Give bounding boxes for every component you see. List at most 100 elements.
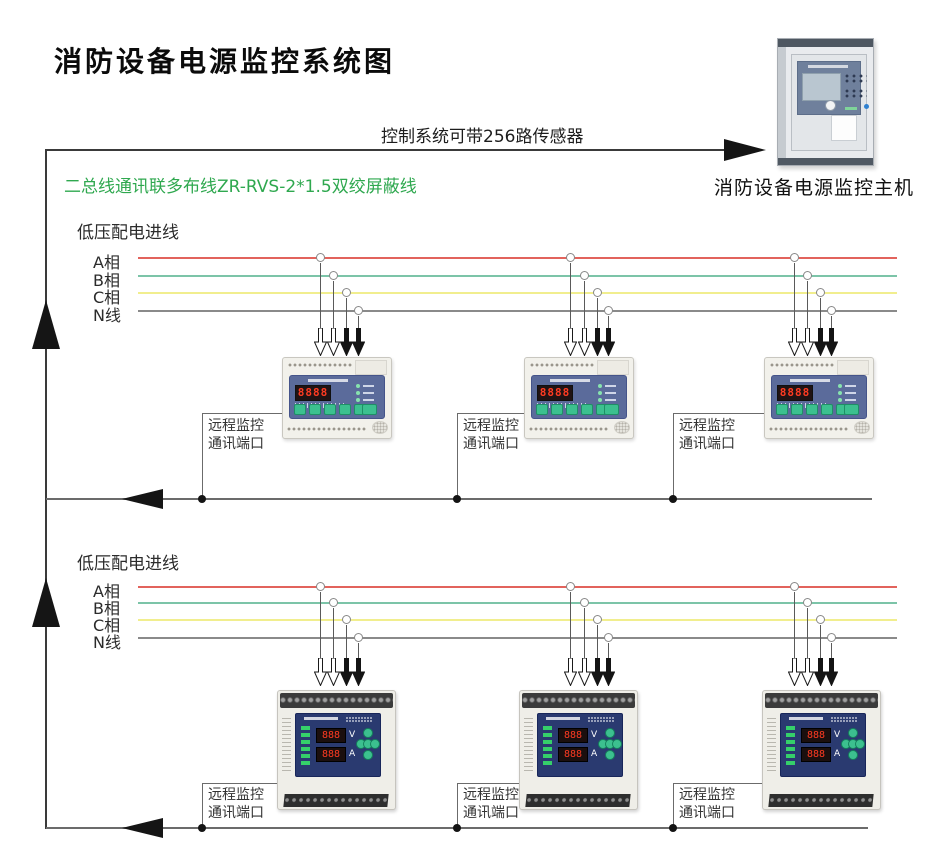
right-key [612,739,622,749]
port-wire [673,783,762,784]
led-label [845,399,856,401]
junction-dot [669,495,677,503]
button-row [536,404,608,415]
status-led [598,398,602,402]
port-wire [457,783,458,828]
tap-wire [597,625,598,658]
module-face-panel: 8888 [771,375,867,419]
indicator-led-grid [845,89,867,98]
vent-slats [282,717,291,771]
down-arrow-solid-icon [591,328,604,356]
bus-to-host-line [46,149,724,151]
indicator-led-grid [845,74,867,83]
down-arrow-solid-icon [814,658,827,686]
phase-a-label: A相 [93,253,120,272]
power-monitor-module: 8888 [524,357,634,439]
port-wire [202,413,203,499]
terminal-row [529,425,609,434]
status-led [786,733,795,737]
remote-port-label: 远程监控 通讯端口 [208,787,264,821]
scale-ticks [295,403,347,408]
seven-segment-display: 8888 [777,385,813,401]
status-led [838,384,842,388]
remote-port-label: 远程监控 通讯端口 [679,787,735,821]
down-arrow-hollow-icon [788,328,801,356]
status-led [786,754,795,758]
seven-segment-display: 8888 [537,385,573,401]
tap-node [342,288,351,297]
module-subtitle [346,717,372,723]
terminal-strip [525,794,631,807]
status-led [543,733,552,737]
left-arrow-icon [122,818,163,838]
tap-wire [346,625,347,658]
junction-dot [453,495,461,503]
tap-node [329,598,338,607]
lcd-screen [802,73,841,101]
tap-node [342,615,351,624]
button-row [294,404,366,415]
tap-node [790,253,799,262]
down-arrow-solid-icon [340,328,353,356]
port-wire [202,413,282,414]
module-title-bar [304,717,338,720]
led-label [845,385,856,387]
up-key [848,728,858,738]
tap-wire [597,298,598,328]
tap-wire [807,281,808,328]
status-led [786,747,795,751]
junction-dot [198,824,206,832]
tap-wire [320,592,321,658]
tap-node [354,633,363,642]
module-title-bar [789,717,823,720]
tap-wire [820,298,821,328]
port-wire [673,783,674,828]
down-arrow-hollow-icon [801,658,814,686]
module-top-block [355,360,387,375]
phase-n-line [138,637,897,639]
tap-node [316,582,325,591]
tap-node [593,288,602,297]
status-led [786,726,795,730]
module-top-block [837,360,869,375]
scale-ticks [537,403,589,408]
panel-brand-mark [845,107,857,110]
right-key [370,739,380,749]
tap-node [827,306,836,315]
down-arrow-hollow-icon [314,658,327,686]
right-key [855,739,865,749]
buzzer-grille [614,421,630,434]
phase-a-label: A相 [93,582,120,601]
down-arrow-solid-icon [340,658,353,686]
vent-slats [767,717,776,771]
up-key [605,728,615,738]
junction-dot [669,824,677,832]
down-arrow-solid-icon [591,658,604,686]
phase-b-line [138,602,897,604]
status-led [598,384,602,388]
tap-node [329,271,338,280]
down-key [848,750,858,760]
module-top-block [597,360,629,375]
tap-wire [831,316,832,328]
status-led [356,391,360,395]
down-key [605,750,615,760]
voltage-unit-label: V [591,730,598,740]
main-bus-vertical-line [45,149,47,829]
page-title: 消防设备电源监控系统图 [54,45,396,78]
voltage-unit-label: V [834,730,841,740]
tap-wire [584,281,585,328]
cabinet-side-shade [778,47,786,158]
status-led [543,754,552,758]
enter-button [604,404,619,415]
down-arrow-hollow-icon [327,328,340,356]
tap-node [790,582,799,591]
port-wire [202,783,203,828]
down-key [363,750,373,760]
status-led [301,726,310,730]
feeder-label: 低压配电进线 [77,554,179,574]
status-led [838,398,842,402]
phase-c-label: C相 [93,288,121,307]
tap-wire [794,263,795,328]
tap-node [803,271,812,280]
